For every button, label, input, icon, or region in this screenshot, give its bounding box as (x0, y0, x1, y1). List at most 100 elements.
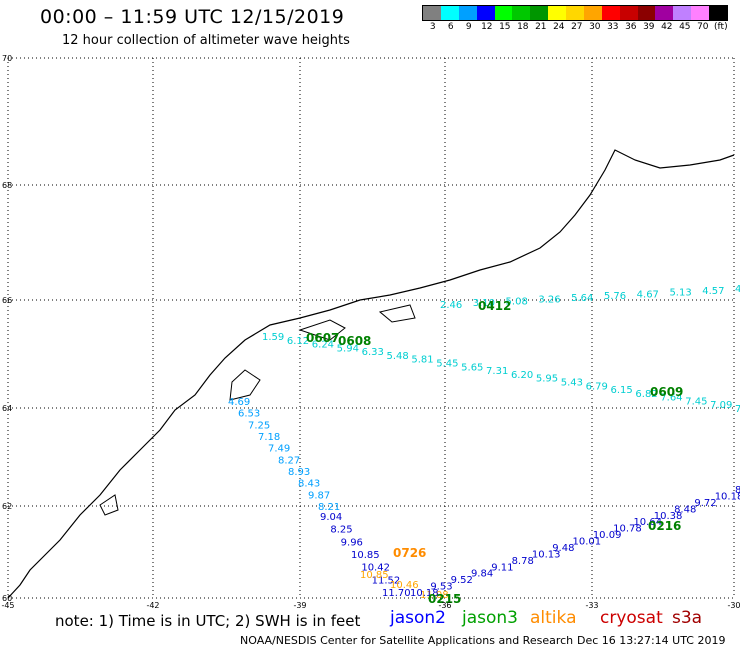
colorbar-tick: 33 (607, 22, 619, 32)
swh-value: 10.18 (410, 588, 439, 599)
swh-value: 6.33 (362, 347, 384, 358)
swh-value: 8.43 (298, 479, 320, 490)
swh-value: 8.78 (512, 556, 534, 567)
swh-value: 6.24 (312, 340, 334, 351)
lon-label: -33 (585, 601, 598, 610)
swh-value: 9.53 (430, 582, 452, 593)
swh-value: 6.53 (238, 409, 260, 420)
colorbar-tick: 45 (679, 22, 691, 32)
colorbar-tick: 18 (517, 22, 529, 32)
colorbar-swatch (709, 6, 727, 20)
footer-note: note: 1) Time is in UTC; 2) SWH is in fe… (55, 612, 361, 630)
swh-value: 10.78 (613, 524, 642, 535)
swh-value: 7.64 (660, 393, 682, 404)
lon-label: -39 (293, 601, 306, 610)
colorbar-swatch (655, 6, 674, 20)
swh-value: 5.64 (571, 293, 593, 304)
legend-s3a: s3a (672, 608, 703, 628)
swh-value: 10.64 (633, 517, 662, 528)
legend-altika: altika (530, 608, 577, 628)
swh-value: 5.45 (436, 359, 458, 370)
colorbar-tick: (ft) (714, 22, 728, 32)
lat-label: 62 (2, 502, 12, 511)
swh-value: 11.08 (420, 590, 449, 601)
colorbar-swatch (530, 6, 549, 20)
swh-value: 8.25 (330, 525, 352, 536)
axis-labels: 70 68 66 64 62 60-45 -42 -39 -36 -33 -30 (1, 54, 740, 610)
time-label: 0216 (648, 519, 681, 533)
map-subtitle: 12 hour collection of altimeter wave hei… (62, 33, 350, 48)
swh-value: 7.45 (685, 396, 707, 407)
lat-label: 70 (2, 54, 12, 63)
colorbar-swatch (601, 6, 620, 20)
swh-value: 8.93 (288, 467, 310, 478)
track-labels: 2.46 3.10 5.08 3.26 5.64 5.76 4.67 5.13 4.57 4.83… (228, 284, 740, 606)
colorbar-tick: 42 (661, 22, 673, 32)
time-label: 0215 (428, 592, 461, 606)
swh-value: 4.83 (735, 284, 740, 295)
lat-label: 68 (2, 181, 12, 190)
lon-label: -45 (1, 601, 14, 610)
swh-value: 7.49 (268, 444, 290, 455)
colorbar-tick: 36 (625, 22, 637, 32)
map-grid (7, 57, 735, 599)
legend-jason3: jason3 (462, 608, 518, 628)
legend-cryosat: cryosat (600, 608, 663, 628)
wave-height-colorbar (422, 5, 728, 21)
credit-line: NOAA/NESDIS Center for Satellite Applica… (240, 634, 574, 647)
swh-value: 5.08 (506, 296, 528, 307)
swh-value: 10.42 (361, 563, 390, 574)
swh-value: 8.27 (278, 455, 300, 466)
swh-value: 5.94 (337, 343, 359, 354)
swh-value: 8.48 (674, 504, 696, 515)
swh-value: 8.3 (735, 485, 740, 496)
lat-label: 60 (2, 594, 12, 603)
map-title: 00:00 – 11:59 UTC 12/15/2019 (40, 6, 345, 28)
swh-value: 11.70 (382, 588, 411, 599)
swh-value: 6.20 (511, 370, 533, 381)
lon-label: -42 (146, 601, 159, 610)
colorbar-swatch (691, 6, 709, 20)
time-label: 0412 (478, 299, 511, 313)
legend-jason2: jason2 (390, 608, 446, 628)
swh-value: 5.76 (604, 291, 626, 302)
swh-value: 9.04 (320, 512, 342, 523)
swh-value: 7.25 (248, 420, 270, 431)
time-label: 0726 (393, 546, 426, 560)
colorbar-swatch (458, 6, 477, 20)
swh-value: 10.85 (360, 570, 389, 581)
colorbar-swatch (637, 6, 656, 20)
swh-value: 8.21 (318, 502, 340, 513)
swh-value: 10.09 (593, 530, 622, 541)
swh-value: 5.43 (561, 377, 583, 388)
swh-value: 5.48 (386, 351, 408, 362)
swh-value: 7.18 (258, 432, 280, 443)
swh-value: 9.48 (552, 543, 574, 554)
colorbar-swatch (494, 6, 513, 20)
colorbar-tick: 21 (535, 22, 547, 32)
colorbar-swatch (423, 6, 441, 20)
lat-label: 66 (2, 296, 12, 305)
swh-value: 5.13 (669, 288, 691, 299)
swh-value: 2.46 (440, 300, 462, 311)
lat-label: 64 (2, 404, 12, 413)
swh-value: 10.18 (715, 491, 740, 502)
swh-value: 7.31 (486, 366, 508, 377)
swh-value: 4.57 (702, 286, 724, 297)
swh-value: 10.13 (532, 549, 561, 560)
colorbar-tick: 12 (481, 22, 493, 32)
colorbar-swatch (583, 6, 602, 20)
colorbar-tick: 3 (429, 22, 436, 32)
time-label: 0608 (338, 334, 371, 348)
swh-value: 7.09 (710, 400, 732, 411)
swh-value: 10.46 (390, 580, 419, 591)
colorbar-ticks: 3 6 9 12 15 18 21 24 27 30 33 36 39 42 45 70 (ft) (422, 22, 728, 34)
swh-value: 1.59 (262, 332, 284, 343)
swh-value: 6.82 (635, 389, 657, 400)
colorbar-tick: 9 (465, 22, 472, 32)
swh-value: 6.79 (586, 381, 608, 392)
colorbar-swatch (440, 6, 459, 20)
swh-value: 4.69 (228, 397, 250, 408)
colorbar-tick: 70 (697, 22, 709, 32)
